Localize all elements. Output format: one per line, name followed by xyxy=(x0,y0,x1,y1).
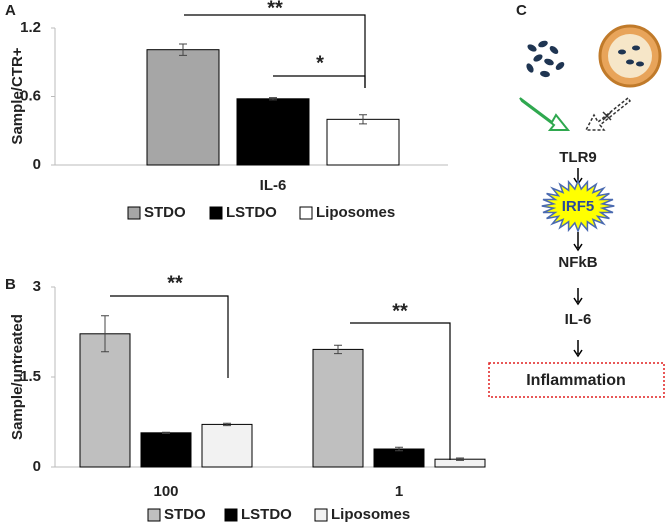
error-bar xyxy=(269,97,277,101)
error-bar xyxy=(101,315,109,353)
significance-bracket xyxy=(110,295,229,378)
arrow xyxy=(573,288,583,306)
arrow xyxy=(573,340,583,358)
legend-label: Liposomes xyxy=(316,204,395,221)
legend-swatch xyxy=(209,206,223,220)
error-bar xyxy=(456,457,464,461)
x-tick-label: 1 xyxy=(395,483,403,500)
starburst xyxy=(541,178,615,234)
node-label: Inflammation xyxy=(526,372,626,389)
x-tick-label: IL-6 xyxy=(260,177,287,194)
x-tick-label: 100 xyxy=(153,483,178,500)
legend-label: Liposomes xyxy=(331,506,410,523)
legend-label: STDO xyxy=(164,506,206,523)
block-mark xyxy=(602,111,612,121)
bar xyxy=(79,333,131,468)
significance-bracket xyxy=(350,322,451,460)
blocked-arrow xyxy=(584,96,632,131)
bar xyxy=(140,432,192,468)
error-bar xyxy=(359,114,367,125)
node-label: TLR9 xyxy=(559,149,597,166)
legend-label: STDO xyxy=(144,204,186,221)
significance-label: ** xyxy=(167,272,183,294)
legend-swatch xyxy=(299,206,313,220)
node-label: IL-6 xyxy=(565,311,592,328)
y-tick-label: 0 xyxy=(33,458,41,475)
dna-icon xyxy=(526,40,565,78)
y-tick-label: 0.6 xyxy=(20,87,41,104)
green-arrow xyxy=(519,97,571,131)
y-tick-label: 0 xyxy=(33,156,41,173)
error-bar xyxy=(179,43,187,56)
legend-swatch xyxy=(127,206,141,220)
panel-label: B xyxy=(5,276,16,293)
bar xyxy=(312,348,364,468)
y-axis-label: Sample/CTR+ xyxy=(9,47,26,144)
arrow xyxy=(573,232,583,252)
bar xyxy=(373,448,425,468)
legend-swatch xyxy=(147,508,161,522)
panel-label: C xyxy=(516,2,527,19)
pathway-diagram: C TLR9 IRF5 NFkB IL-6 xyxy=(488,2,665,398)
bar xyxy=(201,423,253,468)
error-bar xyxy=(162,431,170,434)
significance-label: ** xyxy=(392,300,408,322)
legend-label: LSTDO xyxy=(241,506,292,523)
liposome-icon xyxy=(598,24,662,88)
legend-swatch xyxy=(314,508,328,522)
y-tick-label: 1.5 xyxy=(20,368,41,385)
node-label: IRF5 xyxy=(562,198,595,215)
error-bar xyxy=(395,446,403,452)
significance-bracket xyxy=(273,75,366,88)
legend-label: LSTDO xyxy=(226,204,277,221)
y-tick-label: 1.2 xyxy=(20,19,41,36)
y-axis-label: Sample/untreated xyxy=(9,314,26,440)
bar xyxy=(326,118,400,166)
node-label: NFkB xyxy=(558,254,597,271)
error-bar xyxy=(334,344,342,355)
panel-label: A xyxy=(5,2,16,19)
significance-label: * xyxy=(316,52,324,74)
bar xyxy=(236,98,310,166)
y-tick-label: 3 xyxy=(33,278,41,295)
bar xyxy=(146,49,220,166)
significance-bracket xyxy=(184,14,366,88)
legend-swatch xyxy=(224,508,238,522)
error-bar xyxy=(223,422,231,427)
outcome-box xyxy=(488,362,665,398)
significance-label: ** xyxy=(267,0,283,19)
